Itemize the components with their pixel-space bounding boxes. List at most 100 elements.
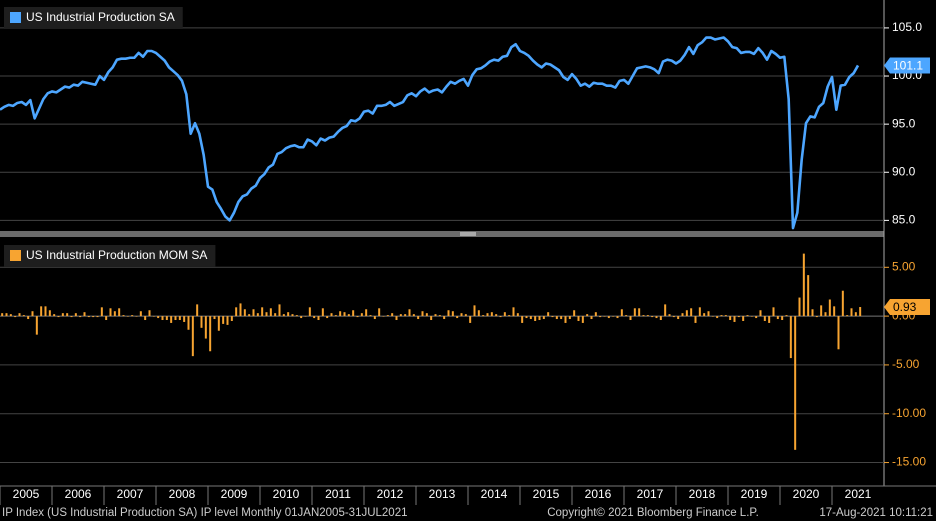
bar (165, 316, 168, 321)
bar (304, 316, 307, 317)
bar (239, 303, 242, 317)
bar (282, 314, 285, 317)
last-value-tag (884, 57, 930, 74)
bar (586, 314, 589, 317)
bar (568, 316, 571, 320)
bar (9, 314, 12, 317)
bar (256, 313, 259, 317)
bar (789, 316, 792, 359)
bar (252, 309, 255, 317)
bar (486, 313, 489, 317)
bar (369, 315, 372, 317)
bar (40, 306, 43, 317)
bar (846, 315, 849, 317)
bar (672, 316, 675, 318)
x-tick-label: 2006 (65, 487, 92, 501)
bar (31, 311, 34, 317)
bar (347, 314, 350, 317)
bar (334, 315, 337, 317)
bar (508, 315, 511, 317)
bar (83, 312, 86, 317)
bar (100, 307, 103, 317)
bar (235, 307, 238, 317)
bar (330, 313, 333, 317)
x-tick-label: 2015 (533, 487, 560, 501)
bar (464, 314, 467, 317)
bar (148, 310, 151, 317)
bar (356, 316, 359, 318)
bar (577, 316, 580, 321)
bar (612, 316, 615, 317)
x-tick-label: 2021 (845, 487, 872, 501)
bar (326, 316, 329, 319)
bar (118, 308, 121, 317)
bar (729, 316, 732, 321)
bar (620, 309, 623, 317)
x-tick-label: 2008 (169, 487, 196, 501)
y-tick-label: 105.0 (892, 20, 922, 34)
bar (191, 316, 194, 357)
bar (53, 314, 56, 317)
divider-handle (460, 232, 476, 236)
bar (469, 316, 472, 323)
bar (222, 316, 225, 324)
y-tick-label: -5.00 (892, 357, 920, 371)
bar (798, 297, 801, 317)
bar (425, 313, 428, 317)
bar (183, 316, 186, 322)
x-tick-label: 2007 (117, 487, 144, 501)
last-value-tag (884, 299, 930, 316)
bar (391, 313, 394, 317)
bar (551, 316, 554, 318)
bar (638, 308, 641, 317)
bar (5, 313, 8, 317)
bar (196, 304, 199, 317)
bar (772, 307, 775, 317)
bar (742, 316, 745, 321)
bar (724, 315, 727, 317)
bar (209, 316, 212, 352)
bar (122, 315, 125, 317)
bar (404, 314, 407, 317)
bar (217, 316, 220, 331)
footer-right: 17-Aug-2021 10:11:21 (819, 507, 933, 519)
bar (74, 313, 77, 317)
y-tick-label: -10.00 (892, 406, 926, 420)
bar (378, 308, 381, 317)
bar (261, 307, 264, 317)
bar (495, 314, 498, 317)
bar (365, 309, 368, 317)
bar (716, 316, 719, 319)
bar (564, 316, 567, 323)
bar (339, 311, 342, 317)
legend-label: US Industrial Production SA (26, 10, 175, 24)
bar (737, 316, 740, 318)
bar (35, 316, 38, 335)
bar (759, 310, 762, 317)
bar (794, 316, 797, 450)
line-series (0, 36, 860, 230)
bar (698, 307, 701, 317)
bar (720, 315, 723, 317)
bar (174, 316, 177, 321)
bar (213, 316, 216, 320)
x-tick-label: 2012 (377, 487, 404, 501)
bar (48, 310, 51, 317)
bar (590, 316, 593, 320)
bar (204, 316, 207, 339)
bar (859, 307, 862, 317)
bar (547, 312, 550, 317)
bar (44, 306, 47, 317)
bar (170, 316, 173, 323)
bar (105, 316, 108, 321)
bar (14, 316, 17, 318)
bar (733, 316, 736, 322)
bar (616, 316, 619, 319)
legend-swatch (10, 250, 21, 261)
last-value-label: 0.93 (893, 300, 917, 314)
bar (694, 316, 697, 323)
bar (746, 315, 749, 317)
bar (412, 314, 415, 317)
bar (360, 313, 363, 317)
